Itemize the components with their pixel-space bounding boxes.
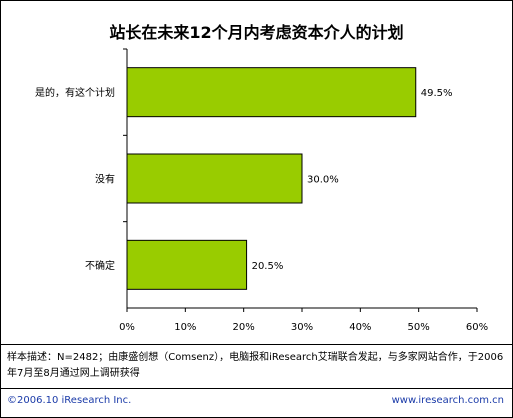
x-tick-label: 20% <box>233 322 255 333</box>
chart-title: 站长在未来12个月内考虑资本介人的计划 <box>109 23 404 42</box>
value-label: 49.5% <box>421 88 453 99</box>
note-divider <box>1 344 512 345</box>
bar <box>126 67 417 118</box>
x-tick-label: 0% <box>119 322 135 333</box>
x-tick-label: 40% <box>349 322 371 333</box>
copyright-text: ©2006.10 iResearch Inc. <box>7 395 132 406</box>
value-label: 20.5% <box>252 261 284 272</box>
bar <box>126 239 248 290</box>
sample-note: 样本描述：N=2482；由康盛创想（Comsenz），电脑报和iResearch… <box>7 352 504 379</box>
category-label: 不确定 <box>85 259 115 272</box>
x-tick-label: 50% <box>408 322 430 333</box>
x-tick-label: 30% <box>291 322 313 333</box>
bar <box>126 153 303 204</box>
website-url: www.iresearch.com.cn <box>391 395 504 406</box>
x-tick-label: 10% <box>174 322 196 333</box>
x-tick-label: 60% <box>466 322 488 333</box>
footer-divider <box>1 388 512 389</box>
value-label: 30.0% <box>307 175 339 186</box>
category-label: 是的，有这个计划 <box>35 86 115 99</box>
category-label: 没有 <box>95 173 115 186</box>
